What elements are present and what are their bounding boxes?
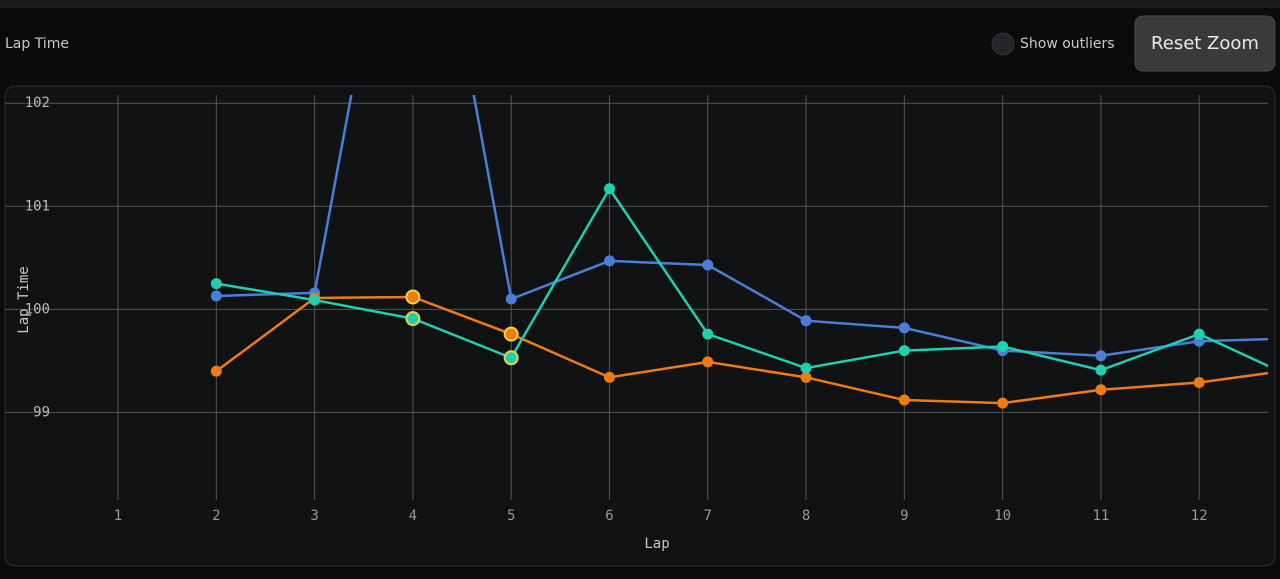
x-tick-label: 7 bbox=[704, 508, 712, 524]
toggle-label[interactable]: Show outliers bbox=[1020, 36, 1115, 52]
data-point bbox=[309, 294, 321, 306]
x-tick-label: 4 bbox=[409, 508, 417, 524]
plot-area bbox=[210, 95, 1268, 409]
x-tick-label: 11 bbox=[1092, 508, 1109, 524]
series-line bbox=[215, 295, 1268, 405]
highlighted-point bbox=[405, 311, 421, 327]
data-point bbox=[702, 328, 714, 340]
data-point bbox=[800, 362, 812, 374]
data-point bbox=[603, 371, 615, 383]
x-tick-label: 8 bbox=[802, 508, 810, 524]
y-tick-label: 100 bbox=[25, 301, 50, 317]
data-point bbox=[603, 255, 615, 267]
highlighted-point bbox=[503, 326, 519, 342]
data-point bbox=[603, 183, 615, 195]
data-point bbox=[800, 371, 812, 383]
series-line bbox=[216, 186, 1268, 372]
data-point bbox=[997, 340, 1009, 352]
button-label[interactable]: Reset Zoom bbox=[1151, 33, 1259, 54]
data-point bbox=[210, 278, 222, 290]
chart-panel bbox=[4, 85, 1276, 567]
x-tick-label: 6 bbox=[605, 508, 613, 524]
data-point bbox=[1193, 328, 1205, 340]
data-point bbox=[210, 290, 222, 302]
y-tick-label: 102 bbox=[25, 95, 50, 111]
x-axis-title: Lap bbox=[644, 536, 669, 552]
data-point bbox=[1095, 384, 1107, 396]
data-point bbox=[505, 293, 517, 305]
x-tick-label: 9 bbox=[900, 508, 908, 524]
y-tick-label: 101 bbox=[25, 198, 50, 214]
highlighted-point bbox=[503, 350, 519, 366]
data-point bbox=[1095, 350, 1107, 362]
x-tick-label: 12 bbox=[1191, 508, 1208, 524]
x-tick-label: 5 bbox=[507, 508, 515, 524]
x-tick-label: 2 bbox=[212, 508, 220, 524]
data-point bbox=[210, 365, 222, 377]
data-point bbox=[898, 394, 910, 406]
top-bar bbox=[0, 0, 1280, 7]
data-point bbox=[898, 322, 910, 334]
data-point bbox=[898, 345, 910, 357]
x-tick-label: 3 bbox=[310, 508, 318, 524]
data-point bbox=[800, 315, 812, 327]
header-title: Lap Time bbox=[5, 36, 69, 52]
reset-zoom-button[interactable] bbox=[1134, 15, 1276, 72]
data-point bbox=[997, 397, 1009, 409]
outlier-toggle[interactable] bbox=[991, 32, 1015, 56]
data-point bbox=[1095, 364, 1107, 376]
series-line bbox=[216, 95, 1268, 357]
y-axis-title: Lap Time bbox=[16, 266, 32, 333]
data-point bbox=[1193, 377, 1205, 389]
x-tick-label: 1 bbox=[114, 508, 122, 524]
x-tick-label: 10 bbox=[994, 508, 1011, 524]
data-point bbox=[702, 259, 714, 271]
highlighted-point bbox=[405, 289, 421, 305]
data-point bbox=[702, 356, 714, 368]
y-tick-label: 99 bbox=[33, 404, 50, 420]
